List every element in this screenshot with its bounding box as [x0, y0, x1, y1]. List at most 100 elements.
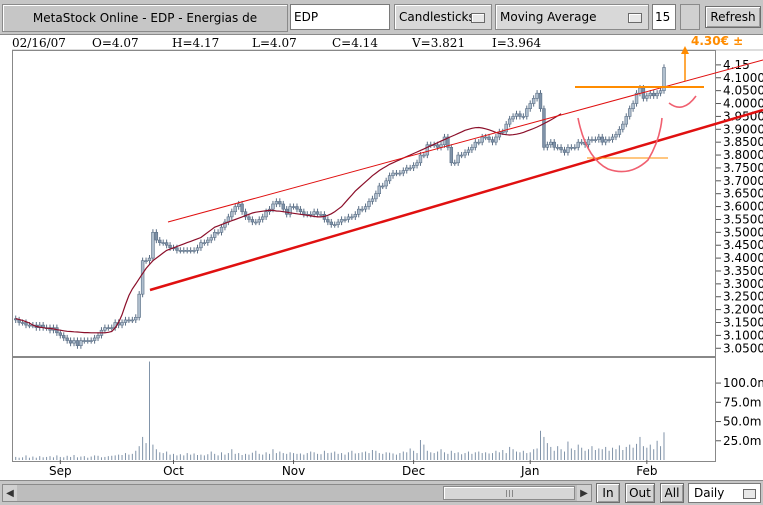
candle-up — [579, 141, 584, 144]
candle-up — [480, 136, 484, 143]
candle-up — [72, 340, 76, 344]
candle-down — [487, 136, 491, 140]
price-tick-label: 3.1500 — [723, 316, 763, 330]
candle-up — [134, 317, 138, 321]
chart-type-select[interactable]: Candlesticks — [394, 4, 492, 30]
candle-up — [422, 154, 426, 157]
candle-up — [566, 147, 570, 153]
candle-up — [655, 92, 659, 97]
candle-down — [247, 216, 251, 220]
time-tick-label: Dec — [402, 464, 425, 478]
candle-up — [425, 144, 430, 156]
candle-up — [535, 92, 539, 99]
candle-up — [79, 340, 83, 346]
interval-select[interactable]: Daily — [688, 483, 761, 503]
support-trendline[interactable] — [149, 108, 763, 292]
candle-up — [195, 247, 200, 251]
candle-up — [254, 221, 258, 224]
price-tick-label: 3.3500 — [723, 264, 763, 278]
candle-up — [353, 214, 357, 218]
price-tick-label: 3.0500 — [723, 341, 763, 355]
price-tick-label: 3.5500 — [723, 212, 763, 226]
symbol-input[interactable] — [290, 4, 390, 30]
candle-down — [278, 201, 282, 205]
candle-up — [120, 322, 124, 326]
price-tick-label: 3.2500 — [723, 290, 763, 304]
candle-up — [144, 260, 148, 262]
candle-up — [483, 136, 488, 139]
cup-pattern[interactable] — [577, 117, 663, 173]
candle-down — [68, 340, 73, 344]
price-tick-label: 3.3000 — [723, 277, 763, 291]
candle-up — [312, 211, 316, 215]
candle-up — [463, 152, 467, 156]
candle-up — [638, 87, 642, 94]
candle-up — [586, 139, 591, 146]
candle-up — [627, 108, 632, 117]
price-tick-label: 3.8500 — [723, 135, 763, 149]
price-tick-label: 3.7000 — [723, 174, 763, 188]
candle-up — [453, 162, 457, 165]
chart-type-dropdown-icon — [471, 13, 485, 23]
candle-up — [140, 260, 145, 295]
candle-up — [408, 167, 412, 170]
candle-down — [24, 322, 28, 326]
price-tick-label: 3.4500 — [723, 238, 763, 252]
ohlc-date: 02/16/07 — [12, 36, 66, 50]
scroll-right-icon[interactable]: ▶ — [577, 485, 591, 501]
candle-up — [549, 141, 553, 146]
chart-area[interactable]: 02/16/07 O=4.07 H=4.17 L=4.07 C=4.14 V=3… — [0, 34, 763, 480]
candle-up — [621, 123, 625, 130]
candle-up — [662, 67, 666, 91]
candle-down — [518, 113, 522, 117]
candle-up — [514, 113, 519, 117]
scroll-thumb[interactable] — [443, 486, 575, 500]
candle-down — [281, 203, 285, 210]
candle-up — [456, 154, 460, 164]
window-title: MetaStock Online - EDP - Energias de — [2, 4, 288, 32]
show-all-button[interactable]: All — [660, 483, 684, 503]
candle-up — [442, 136, 447, 146]
price-tick-label: 3.7500 — [723, 161, 763, 175]
candle-up — [339, 219, 344, 223]
candle-down — [175, 247, 179, 251]
indicator-select[interactable]: Moving Average — [495, 4, 649, 30]
time-tick-label: Jan — [520, 464, 540, 478]
candle-up — [648, 92, 652, 97]
volume-bars — [15, 361, 665, 460]
candle-up — [576, 141, 580, 148]
price-tick-label: 3.4000 — [723, 251, 763, 265]
handle-pattern[interactable] — [668, 95, 697, 108]
candle-up — [192, 250, 196, 252]
candle-up — [624, 116, 628, 125]
candle-up — [387, 175, 392, 182]
candle-up — [202, 242, 207, 244]
refresh-button[interactable]: Refresh — [705, 6, 761, 28]
price-tick-label: 3.9000 — [723, 122, 763, 136]
indicator-value: Moving Average — [500, 10, 597, 24]
candle-up — [89, 340, 93, 342]
scroll-left-icon[interactable]: ◀ — [3, 485, 17, 501]
candle-down — [446, 136, 450, 148]
extra-field[interactable] — [680, 4, 700, 30]
candle-down — [449, 147, 454, 164]
zoom-out-button[interactable]: Out — [625, 483, 655, 503]
price-tick-label: 4.0000 — [723, 97, 763, 111]
interval-dropdown-icon — [743, 489, 756, 499]
candle-up — [151, 232, 155, 259]
candle-up — [607, 139, 611, 141]
price-tick-label: 4.15 — [723, 58, 750, 72]
candle-up — [504, 123, 508, 133]
time-tick-label: Oct — [163, 464, 184, 478]
horizontal-scrollbar[interactable]: ◀ ▶ — [2, 484, 592, 502]
ohlc-indicator: I=3.964 — [492, 36, 542, 50]
candle-up — [350, 216, 354, 219]
period-input[interactable] — [652, 4, 676, 30]
candle-up — [147, 257, 152, 261]
candle-down — [158, 239, 162, 243]
candle-up — [528, 103, 532, 109]
volume-tick-label: 25.0m — [723, 434, 761, 448]
zoom-in-button[interactable]: In — [596, 483, 620, 503]
candle-up — [212, 232, 217, 238]
volume-tick-label: 75.0m — [723, 395, 761, 409]
